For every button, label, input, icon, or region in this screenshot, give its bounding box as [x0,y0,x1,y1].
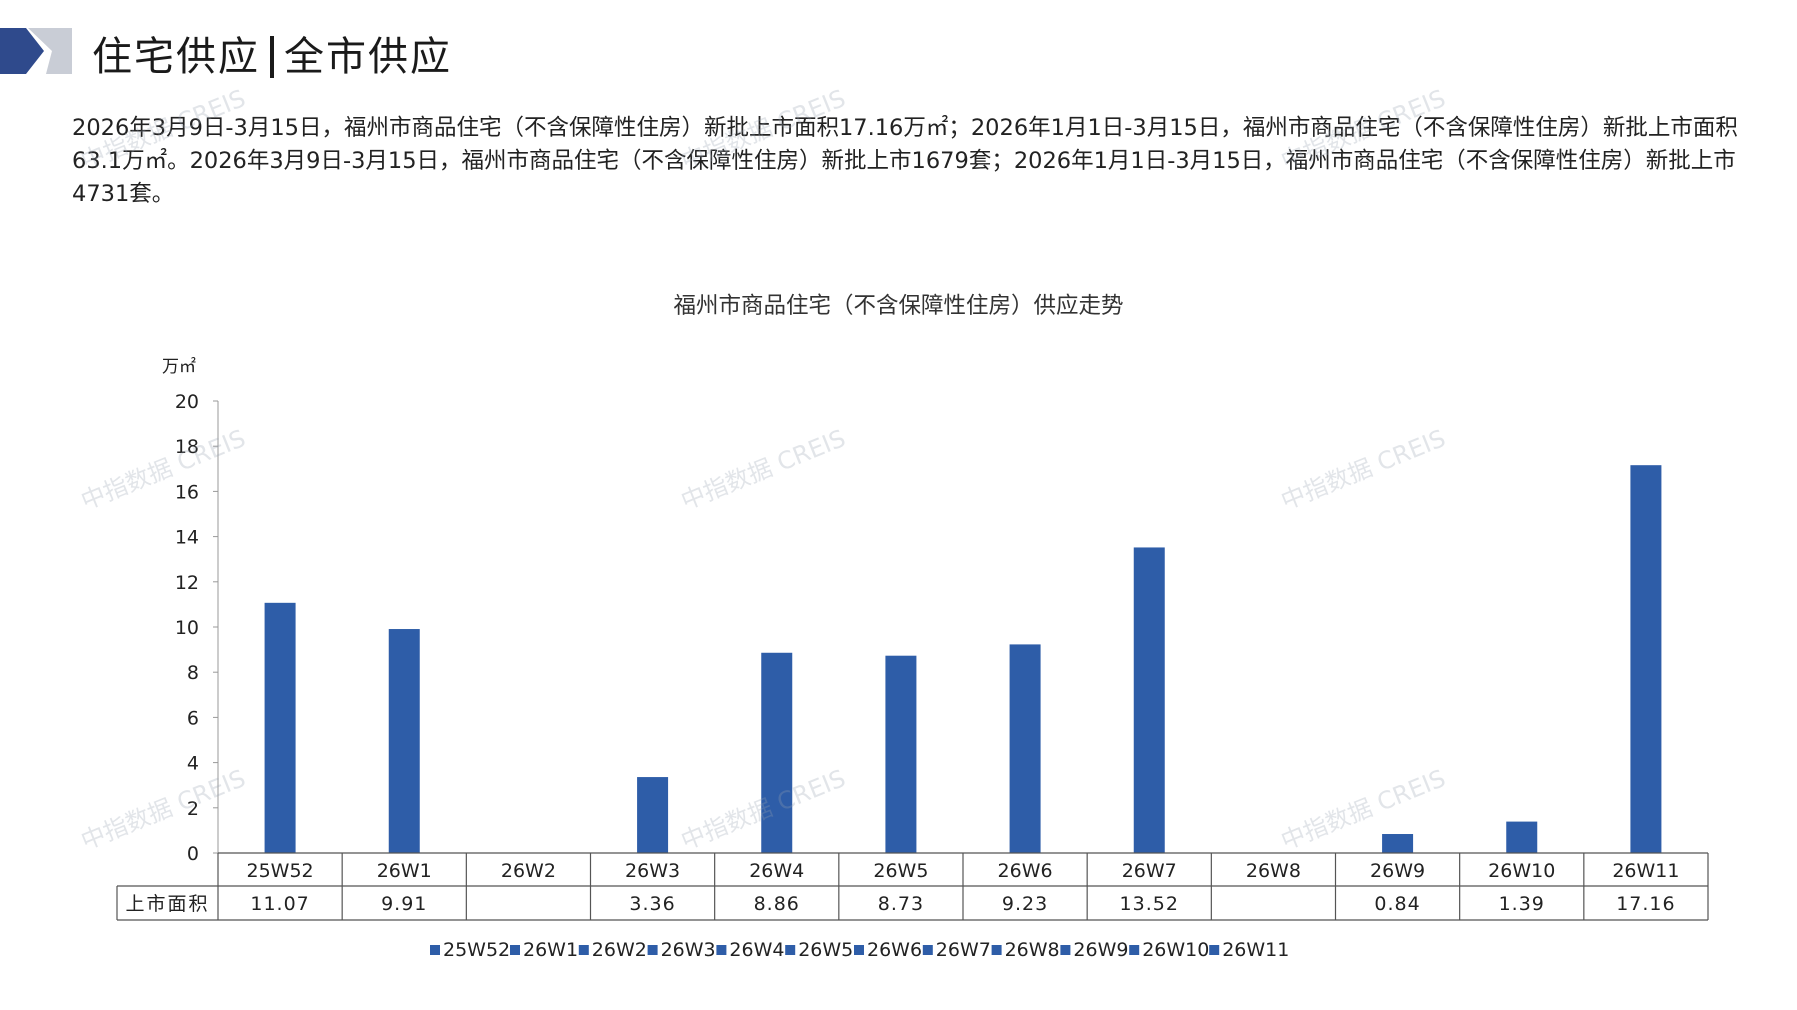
legend-item: 26W8 [1005,939,1060,961]
data-label: 1.39 [1499,893,1545,915]
legend-swatch [785,945,796,955]
bar-26w4 [761,652,793,853]
legend-item: 26W9 [1073,939,1128,961]
y-tick-label: 8 [187,662,199,684]
bar-26w5 [885,655,917,853]
y-tick-label: 4 [187,753,199,775]
data-label: 17.16 [1616,893,1675,915]
legend-item: 26W3 [661,939,716,961]
x-category-label: 26W11 [1612,860,1679,882]
legend-item: 26W6 [867,939,922,961]
legend-item: 26W10 [1142,939,1209,961]
legend-item: 26W4 [729,939,784,961]
legend-swatch [510,945,520,955]
chart-title: 福州市商品住宅（不含保障性住房）供应走势 [673,293,1124,319]
legend-item: 25W52 [443,939,510,961]
legend-item: 26W5 [798,939,853,961]
bar-26w10 [1506,821,1538,853]
data-label: 13.52 [1120,893,1179,915]
x-category-label: 26W3 [625,860,680,882]
y-tick-label: 12 [175,572,199,594]
summary-text: 2026年3月9日-3月15日，福州市商品住宅（不含保障性住房）新批上市面积17… [72,115,1738,207]
bar-26w6 [1009,644,1041,853]
x-category-label: 25W52 [247,860,314,882]
header-accent-light [28,28,72,74]
x-category-label: 26W7 [1122,860,1177,882]
data-label: 11.07 [250,893,309,915]
x-category-label: 26W10 [1488,860,1555,882]
x-category-label: 26W4 [749,860,804,882]
page-title-section: 住宅供应 [92,34,260,80]
legend-swatch [922,945,933,955]
y-tick-label: 18 [175,436,199,458]
legend-swatch [991,945,1002,955]
bar-26w3 [637,777,669,853]
y-tick-label: 6 [187,707,199,729]
bar-25w52 [264,602,296,853]
page-title-subsection: 全市供应 [284,34,452,80]
data-label: 0.84 [1374,893,1420,915]
x-category-label: 26W1 [377,860,432,882]
title-separator [270,36,274,78]
page-title: 住宅供应 全市供应 [92,24,452,82]
legend-swatch [430,945,440,955]
x-category-label: 26W2 [501,860,556,882]
header-decoration-icon [0,28,72,74]
legend-swatch [1060,945,1071,955]
x-category-label: 26W6 [998,860,1053,882]
data-label: 8.73 [878,893,924,915]
data-label: 9.91 [381,893,427,915]
legend-swatch [716,945,727,955]
legend-swatch [1129,945,1140,955]
y-tick-label: 0 [187,843,199,865]
legend-item: 26W2 [592,939,647,961]
y-tick-label: 2 [187,798,199,820]
x-category-label: 26W9 [1370,860,1425,882]
y-axis-unit: 万㎡ [162,357,196,377]
legend-swatch [854,945,864,955]
header-accent-dark [0,28,44,74]
legend-swatch [578,945,589,955]
bar-26w11 [1630,465,1662,853]
legend-item: 26W1 [523,939,578,961]
y-tick-label: 16 [175,481,199,503]
y-tick-label: 14 [175,527,199,549]
legend-item: 26W11 [1222,939,1289,961]
data-label: 8.86 [754,893,800,915]
x-category-label: 26W5 [873,860,928,882]
table-series-name: 上市面积 [125,893,209,915]
legend-swatch [647,945,658,955]
legend-item: 26W7 [936,939,991,961]
data-label: 9.23 [1002,893,1048,915]
bar-26w9 [1382,834,1414,853]
bar-26w1 [388,629,420,853]
x-category-label: 26W8 [1246,860,1301,882]
y-tick-label: 10 [175,617,199,639]
data-label: 3.36 [629,893,675,915]
legend-swatch [1209,945,1220,955]
y-tick-label: 20 [175,391,199,413]
bar-26w7 [1133,547,1165,853]
